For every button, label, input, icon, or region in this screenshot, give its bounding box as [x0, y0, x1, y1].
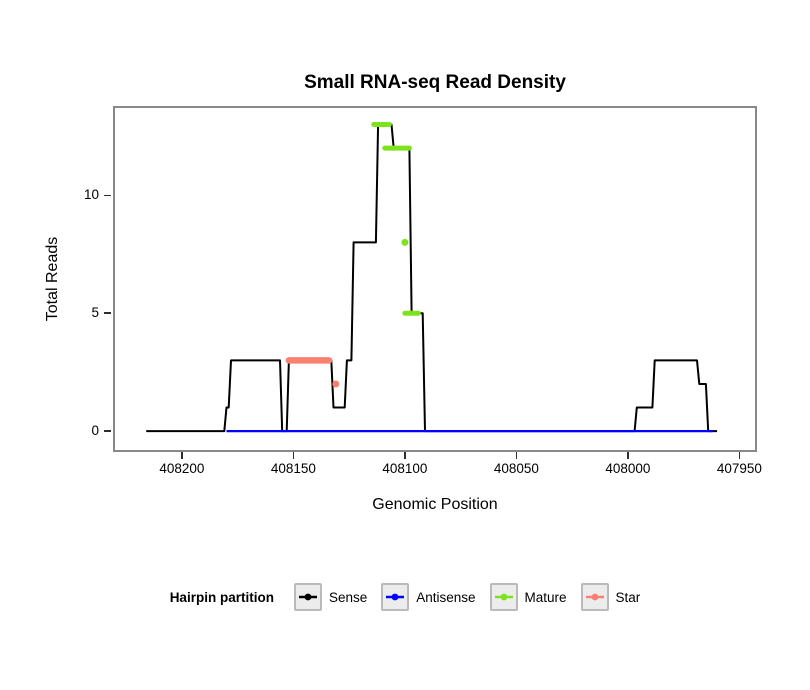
- legend-key-mature-icon: [489, 583, 518, 611]
- legend-item-mature: Mature: [489, 583, 567, 611]
- plot-panel: [113, 106, 757, 452]
- y-tick-label: 0: [91, 423, 99, 439]
- legend-label-antisense: Antisense: [416, 589, 476, 605]
- x-tick-label: 408150: [270, 461, 316, 476]
- legend-title: Hairpin partition: [169, 589, 274, 605]
- legend-key-antisense-icon: [381, 583, 410, 611]
- legend-key-star-icon: [580, 583, 609, 611]
- legend-item-antisense: Antisense: [381, 583, 476, 611]
- x-tick-mark: [738, 452, 741, 459]
- x-tick-mark: [404, 452, 406, 459]
- x-tick-mark: [292, 452, 295, 459]
- x-tick-label: 407950: [716, 461, 762, 476]
- x-tick-label: 408000: [605, 461, 651, 476]
- y-tick-mark: [104, 312, 111, 314]
- y-axis-label: Total Reads: [44, 236, 61, 322]
- legend-item-sense: Sense: [293, 583, 368, 611]
- y-tick-mark: [104, 194, 111, 197]
- x-tick-label: 408200: [159, 461, 205, 476]
- x-tick-mark: [181, 452, 183, 459]
- legend-label-sense: Sense: [328, 589, 368, 605]
- chart-title: Small RNA-seq Read Density: [304, 72, 566, 93]
- legend-label-mature: Mature: [524, 589, 567, 605]
- x-tick-label: 408050: [493, 461, 539, 476]
- series-star-point: [332, 380, 340, 388]
- legend-label-star: Star: [615, 589, 641, 605]
- legend-key-sense-icon: [293, 583, 322, 611]
- legend: Hairpin partition Sense Antisense Mature St…: [0, 583, 810, 611]
- x-tick-label: 408100: [382, 461, 428, 476]
- y-tick-label: 10: [83, 187, 99, 203]
- x-tick-mark: [515, 452, 518, 459]
- series-mature-point: [401, 238, 409, 246]
- series-sense: [146, 123, 718, 433]
- plot-area: [146, 122, 718, 433]
- x-axis-label: Genomic Position: [372, 496, 498, 513]
- x-tick-mark: [627, 452, 629, 459]
- legend-items: Sense Antisense Mature Star: [293, 583, 641, 611]
- y-tick-label: 5: [91, 305, 99, 321]
- y-tick-mark: [104, 430, 111, 432]
- legend-item-star: Star: [580, 583, 641, 611]
